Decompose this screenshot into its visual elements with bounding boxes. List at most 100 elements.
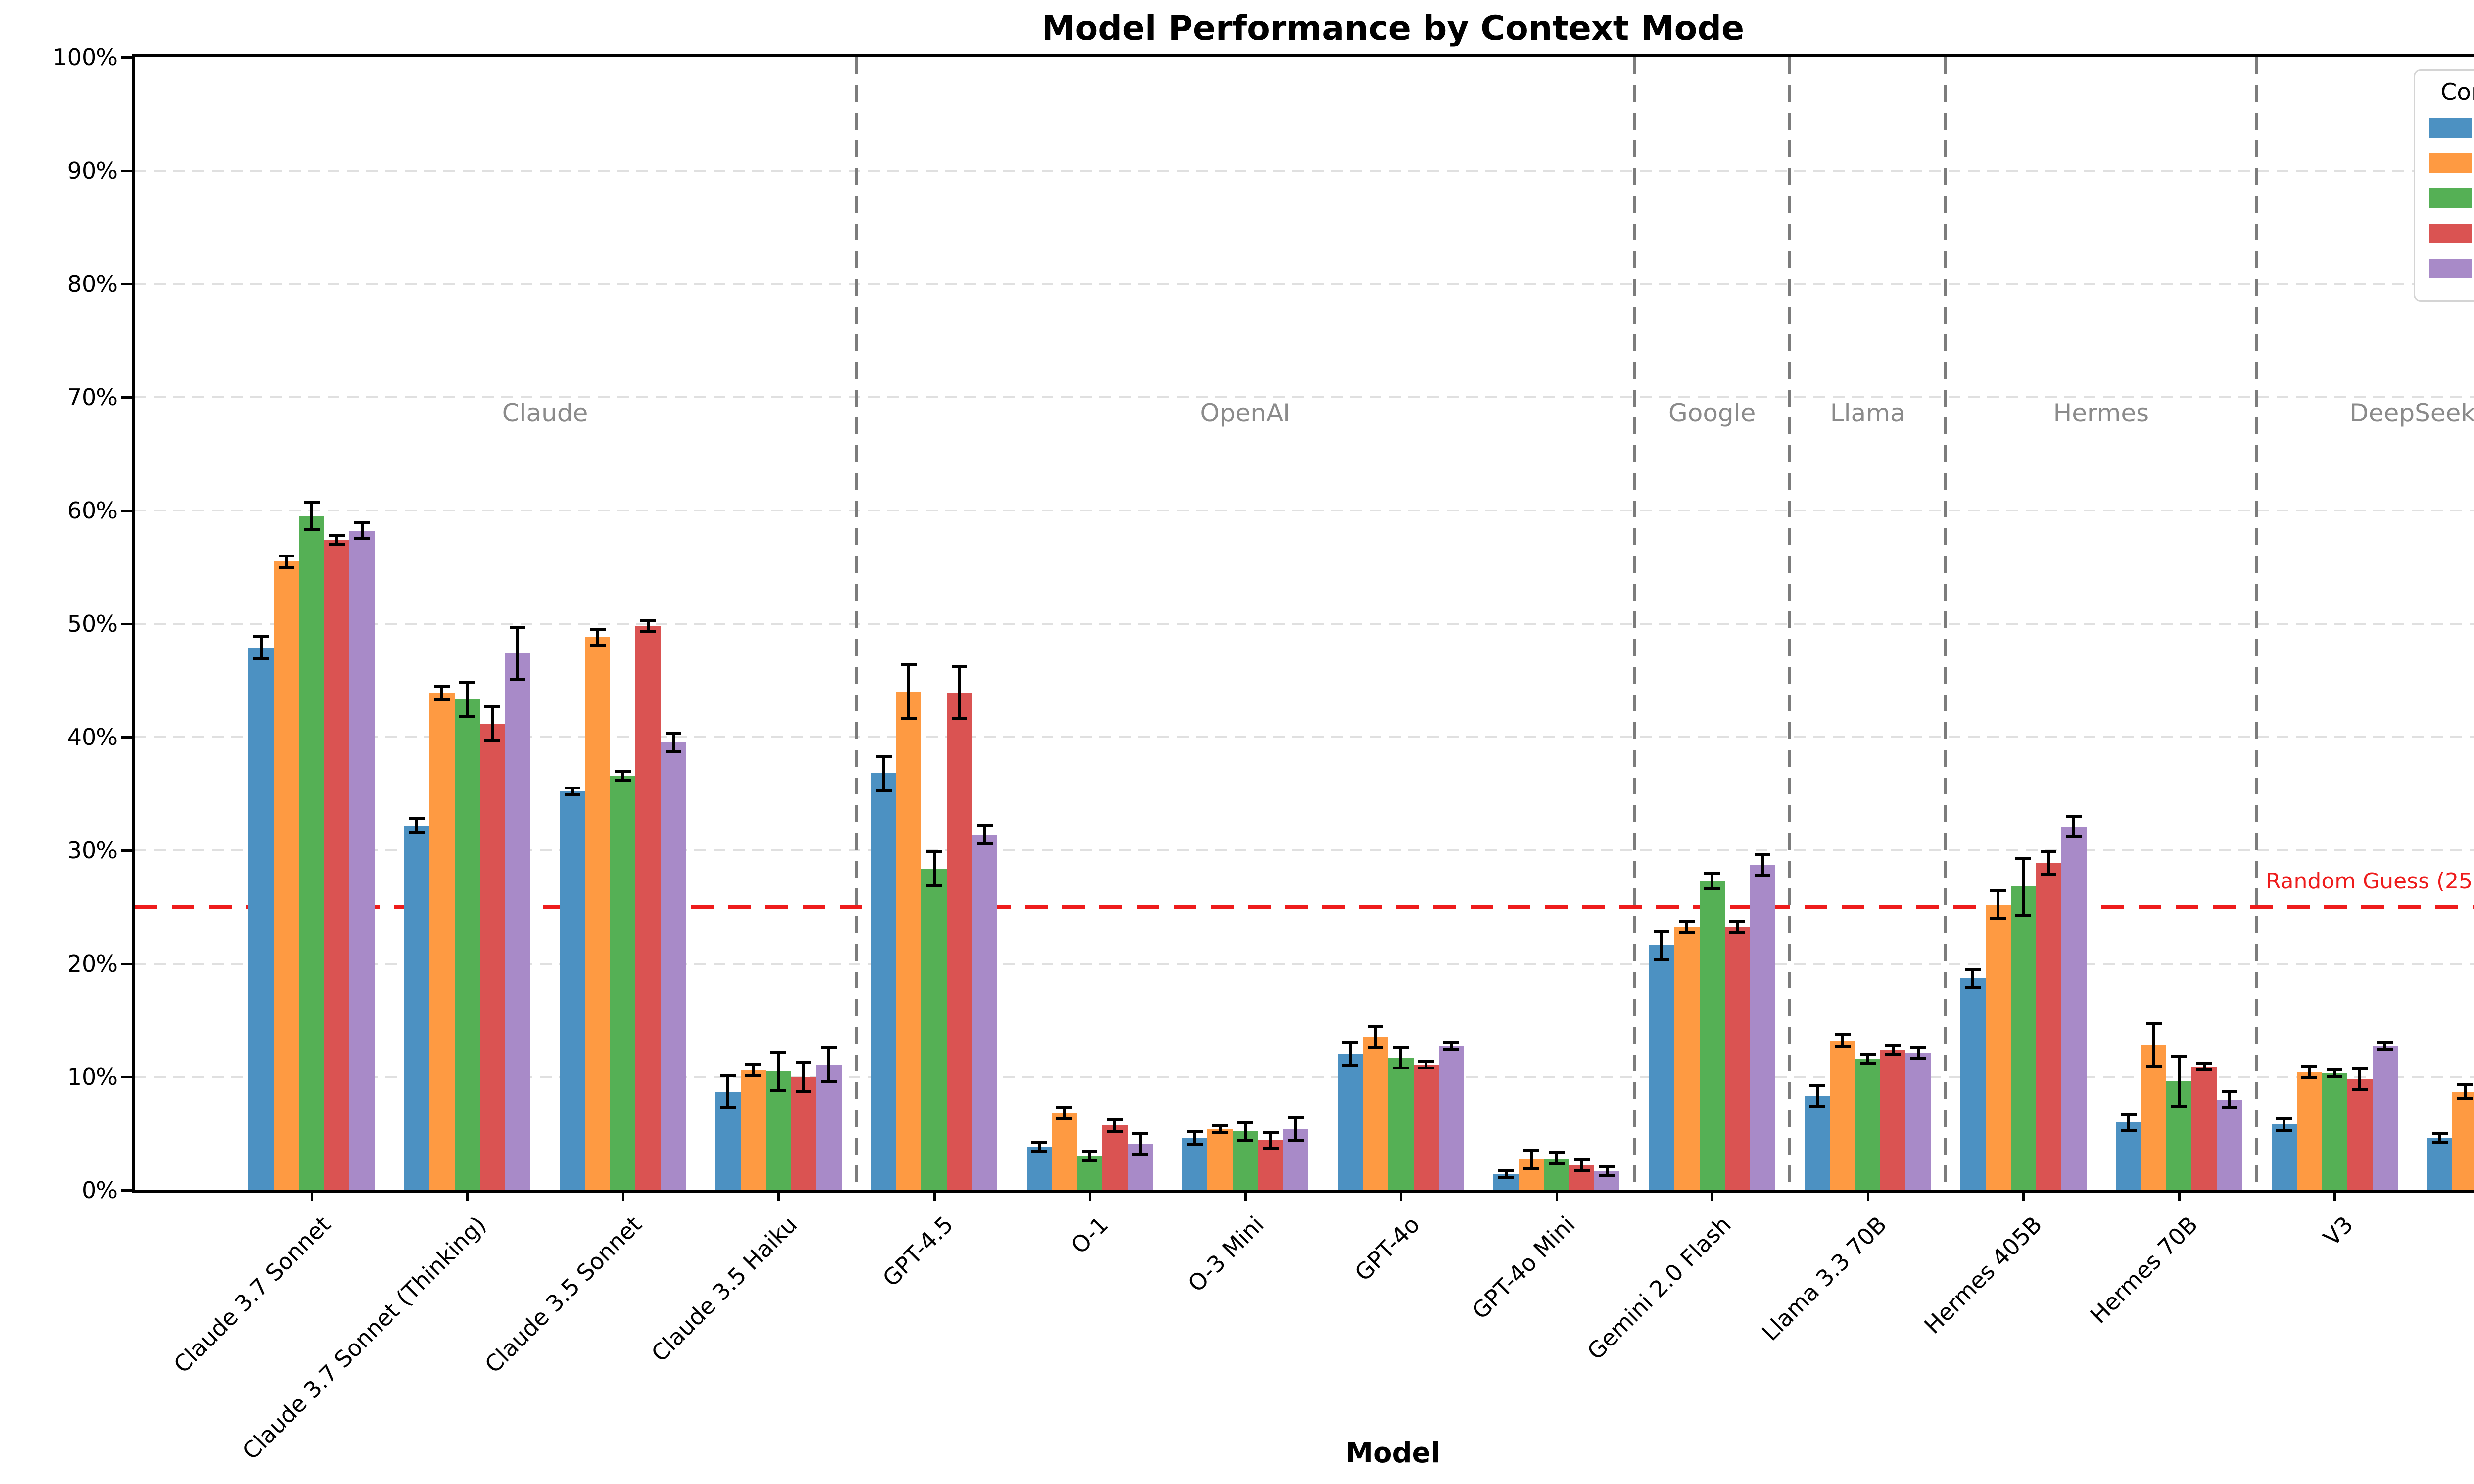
error-bar-cap	[1107, 1129, 1123, 1133]
error-bar	[1866, 1054, 1869, 1064]
error-bar	[1841, 1035, 1844, 1047]
error-bar-cap	[1859, 1053, 1876, 1056]
x-tick-label: GPT-4o	[1349, 1211, 1425, 1287]
group-label: Llama	[1830, 399, 1905, 427]
bar	[2296, 1072, 2322, 1190]
error-bar	[671, 734, 675, 752]
y-tick-label: 50%	[67, 610, 118, 637]
error-bar-cap	[459, 715, 476, 718]
x-tick-label: Hermes 405B	[1919, 1211, 2047, 1339]
bar	[1207, 1129, 1233, 1190]
error-bar	[1891, 1045, 1895, 1055]
error-bar-cap	[1056, 1106, 1073, 1109]
bar	[429, 693, 455, 1190]
bar	[1649, 945, 1674, 1190]
bar	[921, 868, 947, 1190]
error-bar-cap	[1834, 1045, 1851, 1048]
error-bar	[1971, 969, 1975, 988]
error-bar-cap	[1187, 1129, 1203, 1133]
bar	[505, 653, 530, 1190]
bar	[1750, 865, 1775, 1190]
group-separator	[1788, 57, 1792, 1190]
error-bar-cap	[484, 705, 501, 708]
y-tick-label: 0%	[82, 1177, 118, 1204]
error-bar-cap	[409, 831, 425, 834]
bar	[1805, 1096, 1830, 1190]
legend-item: 100 Summary	[2429, 255, 2474, 281]
bar	[661, 742, 686, 1190]
error-bar-cap	[901, 717, 917, 721]
legend-item: 50 Raw	[2429, 150, 2474, 176]
bar	[1905, 1053, 1931, 1190]
error-bar-cap	[2120, 1128, 2137, 1132]
error-bar-cap	[329, 534, 345, 537]
error-bar	[646, 620, 650, 632]
x-tick-label: GPT-4.5	[877, 1211, 958, 1292]
y-tick	[121, 283, 132, 285]
error-bar	[491, 706, 494, 741]
error-bar-cap	[1990, 917, 2006, 920]
error-bar	[571, 788, 574, 795]
bar	[1182, 1138, 1208, 1190]
y-tick	[121, 623, 132, 625]
error-bar-cap	[1031, 1150, 1047, 1154]
error-bar-cap	[2066, 815, 2082, 818]
x-tick	[1866, 1190, 1869, 1201]
error-bar-cap	[875, 788, 892, 792]
bar	[1026, 1147, 1052, 1190]
error-bar	[1555, 1153, 1558, 1164]
error-bar-cap	[434, 698, 450, 701]
error-bar-cap	[615, 769, 631, 773]
error-bar-cap	[1132, 1152, 1148, 1156]
x-tick-label: Claude 3.7 Sonnet (Thinking)	[237, 1211, 491, 1465]
error-bar-cap	[2015, 857, 2032, 860]
error-bar	[2308, 1067, 2311, 1078]
error-bar-cap	[2431, 1141, 2448, 1144]
legend-title: Context Mode	[2440, 79, 2474, 106]
y-tick-label: 80%	[67, 271, 118, 297]
error-bar-cap	[901, 663, 917, 666]
group-label: OpenAI	[1200, 399, 1290, 427]
error-bar	[1243, 1122, 1247, 1141]
error-bar-cap	[2196, 1062, 2212, 1065]
bar	[1413, 1064, 1439, 1190]
y-tick	[121, 849, 132, 852]
error-bar	[1038, 1142, 1041, 1152]
x-tick-label: Claude 3.5 Haiku	[646, 1211, 803, 1367]
error-bar	[882, 756, 885, 790]
bar	[2322, 1073, 2347, 1190]
error-bar-cap	[796, 1061, 812, 1064]
error-bar	[1761, 855, 1764, 876]
error-bar-cap	[745, 1063, 761, 1066]
error-bar	[466, 683, 469, 717]
error-bar-cap	[2041, 873, 2057, 876]
error-bar-cap	[1262, 1131, 1279, 1134]
error-bar-cap	[2431, 1132, 2448, 1135]
group-label: DeepSeek	[2349, 399, 2474, 427]
error-bar-cap	[1885, 1053, 1901, 1056]
error-bar-cap	[1523, 1149, 1539, 1152]
error-bar-cap	[589, 644, 606, 647]
error-bar-cap	[1262, 1147, 1279, 1150]
error-bar-cap	[253, 657, 269, 660]
error-bar-cap	[2196, 1068, 2212, 1072]
legend: Context Mode No Context 50 Raw 50 Summary 1…	[2414, 69, 2474, 302]
error-bar-cap	[615, 779, 631, 782]
x-tick	[2022, 1190, 2025, 1201]
error-bar-cap	[1523, 1167, 1539, 1170]
error-bar	[752, 1064, 755, 1076]
y-tick	[121, 396, 132, 399]
error-bar-cap	[1132, 1132, 1148, 1135]
y-tick-label: 10%	[67, 1064, 118, 1090]
error-bar-cap	[1654, 930, 1670, 933]
bar	[248, 648, 274, 1190]
error-bar	[1660, 931, 1664, 959]
x-tick	[310, 1190, 313, 1201]
error-bar-cap	[303, 501, 320, 504]
x-axis-label: Model	[1345, 1437, 1440, 1469]
x-tick	[1711, 1190, 1714, 1201]
bar	[1985, 904, 2011, 1190]
error-bar-cap	[1212, 1124, 1228, 1127]
random-guess-line	[135, 905, 2474, 909]
bar	[1699, 881, 1725, 1190]
